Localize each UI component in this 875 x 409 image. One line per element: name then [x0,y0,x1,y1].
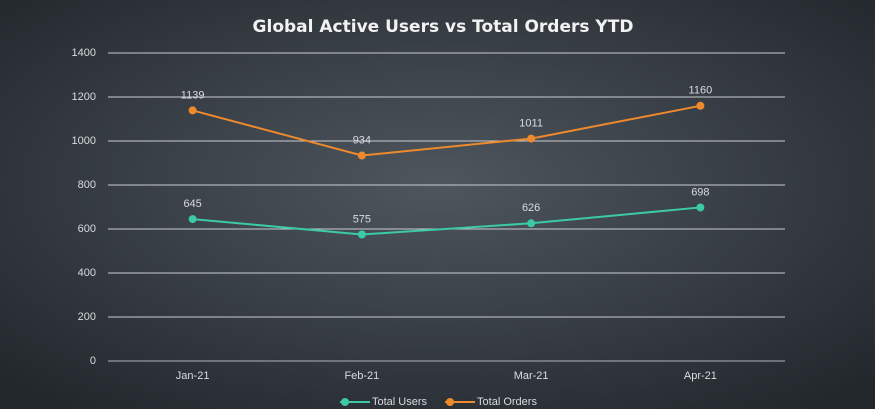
series-line [192,206,701,236]
y-tick-label: 600 [78,223,96,235]
x-tick-label: Jan-21 [176,370,210,382]
point [696,101,705,110]
point [188,106,197,115]
y-tick-label: 0 [90,355,96,367]
point [527,219,536,228]
legend-marker [341,398,349,406]
point [527,134,536,143]
chart-title: Global Active Users vs Total Orders YTD [253,17,634,37]
y-tick-label: 400 [78,267,96,279]
x-tick-label: Feb-21 [344,370,379,382]
y-tick-label: 1200 [72,91,96,103]
y-tick-label: 200 [78,311,96,323]
x-tick-label: Mar-21 [514,370,549,382]
data-label: 698 [691,186,709,198]
y-tick-label: 800 [78,179,96,191]
data-label: 626 [522,202,540,214]
point [357,151,366,160]
data-label: 575 [353,213,371,225]
data-label: 934 [353,134,371,146]
point [188,215,197,224]
point [696,203,705,212]
series-line [192,104,701,157]
data-label: 1139 [181,89,205,101]
data-label: 645 [183,198,201,210]
y-tick-label: 1000 [72,135,96,147]
legend-label: Total Users [372,396,428,408]
data-label: 1011 [519,117,543,129]
x-tick-label: Apr-21 [684,370,717,382]
data-label: 1160 [689,85,713,97]
legend-label: Total Orders [477,396,537,408]
y-tick-label: 1400 [72,47,96,59]
point [357,230,366,239]
legend-marker [446,398,455,406]
